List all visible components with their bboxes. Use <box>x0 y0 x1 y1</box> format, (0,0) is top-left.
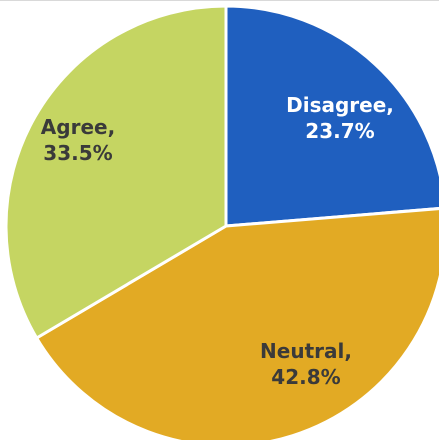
pie-slice-agree <box>4 4 228 341</box>
slice-label-category: Disagree, <box>286 93 394 117</box>
slice-label-category: Agree, <box>41 115 115 139</box>
slice-label-category: Neutral, <box>260 339 352 363</box>
slice-label-disagree: Disagree, 23.7% <box>286 93 394 143</box>
slice-label-neutral: Neutral, 42.8% <box>260 339 352 389</box>
pie-slice-neutral <box>34 207 439 440</box>
slice-label-value: 42.8% <box>271 365 340 389</box>
slice-label-value: 23.7% <box>305 119 374 143</box>
chart-top-border <box>0 0 439 1</box>
slice-label-value: 33.5% <box>43 141 112 165</box>
slice-label-agree: Agree, 33.5% <box>41 115 115 165</box>
